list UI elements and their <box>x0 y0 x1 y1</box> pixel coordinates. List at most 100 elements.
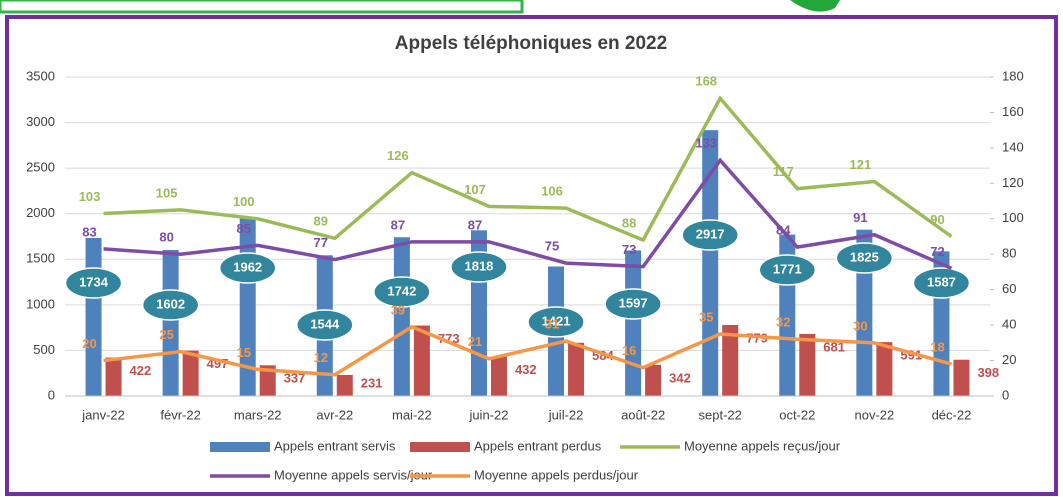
data-label: 1587 <box>927 274 956 289</box>
data-label: 73 <box>622 242 636 257</box>
data-label: 231 <box>361 375 383 390</box>
x-tick-label: juin-22 <box>468 407 508 422</box>
data-label: 75 <box>545 239 559 254</box>
label-bubble <box>604 288 662 320</box>
data-label: 87 <box>468 217 482 232</box>
data-label: 1597 <box>619 295 648 310</box>
data-label: 1602 <box>156 296 185 311</box>
data-label: 32 <box>776 315 790 330</box>
line <box>103 95 953 243</box>
label-bubble <box>912 267 971 299</box>
line <box>103 157 953 271</box>
y2-tick-label: 20 <box>1002 352 1016 367</box>
data-label: 1962 <box>233 259 262 274</box>
bar <box>336 374 353 396</box>
data-label: 1771 <box>773 261 802 276</box>
data-label: 30 <box>853 318 867 333</box>
data-label: 72 <box>930 244 944 259</box>
data-label: 1818 <box>464 258 493 273</box>
data-label: 18 <box>930 340 944 355</box>
bar <box>162 249 179 396</box>
data-label: 84 <box>776 223 791 238</box>
data-label: 432 <box>515 362 537 377</box>
bar <box>645 364 662 396</box>
data-label: 126 <box>387 148 409 163</box>
data-label: 107 <box>464 182 486 197</box>
bar <box>722 324 739 396</box>
label-bubble <box>64 267 123 299</box>
y2-tick-label: 140 <box>1002 139 1024 154</box>
y-tick-label: 3500 <box>26 68 55 83</box>
bar <box>568 342 585 396</box>
label-bubble <box>450 251 508 283</box>
bar <box>182 350 199 396</box>
data-label: 337 <box>284 371 306 386</box>
data-label: 681 <box>823 339 845 354</box>
data-label: 117 <box>773 164 794 179</box>
legend-label: Appels entrant perdus <box>474 438 602 453</box>
legend-label: Appels entrant servis <box>274 438 396 453</box>
data-label: 89 <box>314 214 328 229</box>
data-label: 21 <box>468 334 482 349</box>
line <box>103 324 952 377</box>
data-label: 80 <box>159 230 173 245</box>
data-label: 1825 <box>850 249 879 264</box>
data-label: 105 <box>156 185 178 200</box>
label-bubble <box>835 242 894 274</box>
data-label: 773 <box>438 331 460 346</box>
data-label: 25 <box>159 327 173 342</box>
data-label: 12 <box>314 350 328 365</box>
y2-tick-label: 120 <box>1002 175 1024 190</box>
y2-tick-label: 40 <box>1002 317 1016 332</box>
bar <box>876 342 893 396</box>
x-tick-label: mai-22 <box>392 407 432 422</box>
data-label: 342 <box>669 370 691 385</box>
data-label: 398 <box>977 365 999 380</box>
bar <box>85 237 102 396</box>
data-label: 39 <box>391 302 405 317</box>
data-label: 90 <box>930 212 944 227</box>
bar <box>413 325 430 396</box>
y2-tick-label: 160 <box>1002 104 1024 119</box>
legend-swatch <box>410 442 470 452</box>
data-label: 83 <box>82 224 96 239</box>
data-label: 133 <box>695 136 717 151</box>
y2-tick-label: 80 <box>1002 246 1016 261</box>
y2-tick-label: 0 <box>1002 387 1009 402</box>
data-label: 422 <box>130 363 152 378</box>
label-bubble <box>296 309 354 341</box>
data-label: 1421 <box>542 313 571 328</box>
decor-shape <box>790 0 840 12</box>
bar <box>105 357 122 396</box>
decor-box <box>0 0 524 14</box>
x-tick-label: août-22 <box>621 407 665 422</box>
data-label: 77 <box>314 235 328 250</box>
x-tick-label: janv-22 <box>81 407 125 422</box>
data-label: 20 <box>82 336 96 351</box>
y-tick-label: 2500 <box>26 160 55 175</box>
y-tick-label: 0 <box>48 387 55 402</box>
legend-label: Moyenne appels reçus/jour <box>684 438 841 453</box>
legend-swatch <box>210 442 270 452</box>
data-label: 85 <box>236 221 250 236</box>
data-label: 106 <box>541 184 563 199</box>
x-tick-label: juil-22 <box>548 407 584 422</box>
y-tick-label: 1500 <box>26 251 55 266</box>
y-tick-label: 500 <box>33 342 55 357</box>
y2-tick-label: 100 <box>1002 210 1024 225</box>
bar <box>490 356 507 396</box>
x-tick-label: avr-22 <box>316 407 353 422</box>
legend-label: Moyenne appels perdus/jour <box>474 467 639 482</box>
y-tick-label: 3000 <box>26 114 55 129</box>
bar <box>702 130 719 396</box>
label-bubble <box>758 254 817 286</box>
label-bubble <box>527 306 585 338</box>
label-bubble <box>141 289 200 321</box>
data-label: 16 <box>622 343 636 358</box>
x-tick-label: févr-22 <box>160 407 200 422</box>
data-label: 103 <box>79 189 101 204</box>
data-label: 100 <box>233 194 255 209</box>
label-bubble <box>373 276 431 308</box>
x-tick-label: déc-22 <box>932 407 972 422</box>
